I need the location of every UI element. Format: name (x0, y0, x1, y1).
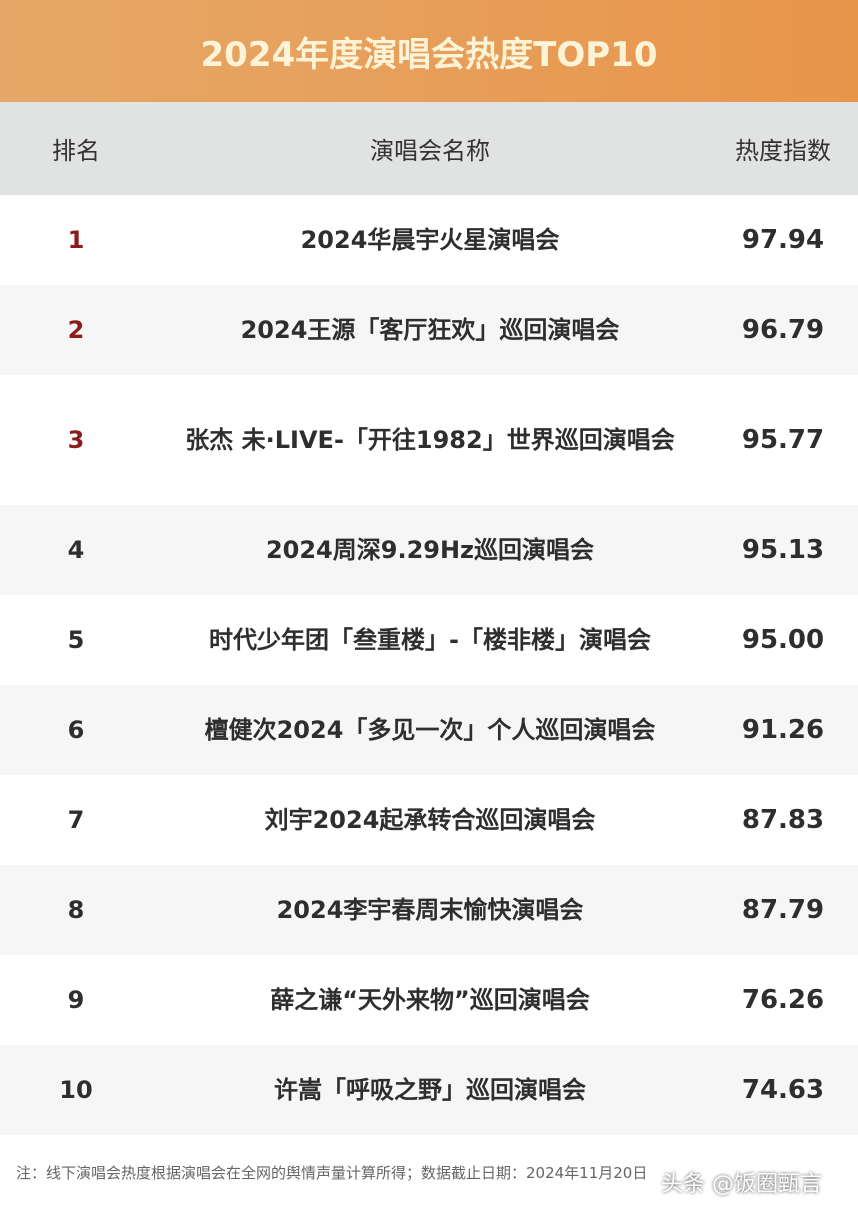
table-row: 1 2024华晨宇火星演唱会 97.94 (0, 195, 858, 285)
name-cell: 2024周深9.29Hz巡回演唱会 (265, 536, 595, 564)
rank-cell: 6 (67, 716, 85, 744)
name-cell: 2024华晨宇火星演唱会 (300, 226, 560, 254)
name-cell: 2024王源「客厅狂欢」巡回演唱会 (240, 316, 620, 344)
score-cell: 87.79 (741, 895, 825, 925)
name-cell: 时代少年团「叁重楼」-「楼非楼」演唱会 (209, 626, 651, 654)
header-name: 演唱会名称 (370, 137, 490, 165)
score-cell: 87.83 (741, 805, 825, 835)
score-cell: 96.79 (741, 315, 825, 345)
table-row: 6 檀健次2024「多见一次」个人巡回演唱会 91.26 (0, 685, 858, 775)
score-cell: 74.63 (741, 1075, 825, 1105)
rank-cell: 4 (67, 536, 85, 564)
title-banner: 2024年度演唱会热度TOP10 (0, 0, 858, 102)
rank-cell: 2 (67, 316, 85, 344)
table-row: 8 2024李宇春周末愉快演唱会 87.79 (0, 865, 858, 955)
score-cell: 97.94 (741, 225, 825, 255)
footnote: 注：线下演唱会热度根据演唱会在全网的舆情声量计算所得；数据截止日期：2024年1… (16, 1164, 648, 1182)
name-cell: 薛之谦“天外来物”巡回演唱会 (270, 986, 590, 1014)
watermark: 头条 @饭圈甄言 (661, 1172, 822, 1197)
table-row: 9 薛之谦“天外来物”巡回演唱会 76.26 (0, 955, 858, 1045)
rank-cell: 3 (67, 426, 85, 454)
name-cell: 刘宇2024起承转合巡回演唱会 (264, 806, 596, 834)
table-body: 1 2024华晨宇火星演唱会 97.94 2 2024王源「客厅狂欢」巡回演唱会 96.7… (0, 195, 858, 1135)
score-cell: 76.26 (741, 985, 825, 1015)
table-row: 5 时代少年团「叁重楼」-「楼非楼」演唱会 95.00 (0, 595, 858, 685)
name-cell: 张杰 未·LIVE-「开往1982」世界巡回演唱会 (185, 426, 675, 454)
rank-cell: 7 (67, 806, 85, 834)
score-cell: 95.77 (741, 425, 825, 455)
table-row: 4 2024周深9.29Hz巡回演唱会 95.13 (0, 505, 858, 595)
rank-cell: 8 (67, 896, 85, 924)
rank-cell: 10 (59, 1076, 93, 1104)
name-cell: 檀健次2024「多见一次」个人巡回演唱会 (204, 716, 656, 744)
rank-cell: 5 (67, 626, 85, 654)
table-row: 7 刘宇2024起承转合巡回演唱会 87.83 (0, 775, 858, 865)
name-cell: 2024李宇春周末愉快演唱会 (276, 896, 584, 924)
table-header: 排名 演唱会名称 热度指数 (0, 102, 858, 195)
header-score: 热度指数 (735, 137, 831, 165)
table-row: 2 2024王源「客厅狂欢」巡回演唱会 96.79 (0, 285, 858, 375)
header-rank: 排名 (52, 137, 100, 165)
score-cell: 91.26 (741, 715, 825, 745)
table-row: 3 张杰 未·LIVE-「开往1982」世界巡回演唱会 95.77 (0, 375, 858, 505)
rank-cell: 9 (67, 986, 85, 1014)
table-row: 10 许嵩「呼吸之野」巡回演唱会 74.63 (0, 1045, 858, 1135)
score-cell: 95.00 (741, 625, 825, 655)
page-title: 2024年度演唱会热度TOP10 (200, 34, 658, 75)
rank-cell: 1 (67, 226, 85, 254)
name-cell: 许嵩「呼吸之野」巡回演唱会 (274, 1076, 586, 1104)
score-cell: 95.13 (741, 535, 825, 565)
